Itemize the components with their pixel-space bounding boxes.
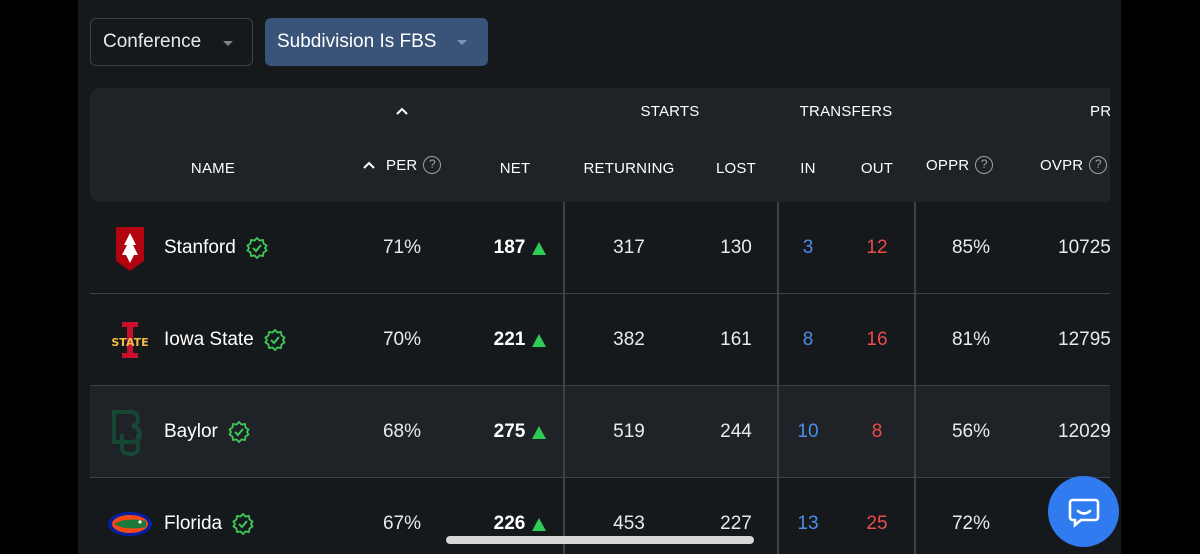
out-value: 16 [866,329,888,350]
trend-up-icon [532,517,547,531]
ovpr-value: 10725 [1058,237,1110,258]
stanford-logo [104,222,156,274]
team-name[interactable]: Stanford [164,237,236,258]
in-value: 10 [797,421,819,442]
transfers-group-header: TRANSFERS [799,103,893,120]
ovpr-value: 12795 [1058,329,1110,350]
table-row[interactable]: Baylor 68% 275 519 244 10 8 56% 12029 [90,386,1110,478]
iowa-state-logo: STATE [104,314,156,366]
returning-value: 317 [613,237,645,258]
per-value: 71% [382,237,422,258]
subdivision-filter[interactable]: Subdivision Is FBS [265,18,488,66]
chat-button[interactable] [1048,476,1119,547]
team-cell[interactable]: Baylor [104,386,354,478]
lost-value: 227 [720,513,752,534]
starts-group-header: STARTS [640,103,700,120]
out-value: 12 [866,237,888,258]
horizontal-scrollbar[interactable] [446,536,754,544]
oppr-label: OPPR [926,156,970,174]
verified-badge-icon [246,237,268,259]
in-column-header[interactable]: IN [800,160,816,177]
team-cell[interactable]: Stanford [104,202,354,294]
trend-up-icon [532,333,547,347]
help-icon[interactable]: ? [423,156,442,174]
name-column-header[interactable]: NAME [190,160,236,177]
column-divider [914,202,916,554]
iowa-state-logo-text: STATE [111,336,148,349]
returning-column-header[interactable]: RETURNING [583,160,675,177]
baylor-logo [104,406,156,458]
net-value: 221 [493,329,526,350]
team-name[interactable]: Baylor [164,421,218,442]
lost-column-header[interactable]: LOST [716,160,756,177]
oppr-value: 72% [951,513,991,534]
net-cell: 221 [475,294,565,386]
per-column-header[interactable]: PER ? [362,156,452,174]
verified-badge-icon [232,513,254,535]
ovpr-label: OVPR [1040,156,1084,174]
team-name[interactable]: Florida [164,513,223,534]
help-icon[interactable]: ? [975,156,994,174]
table-row[interactable]: Stanford 71% 187 317 130 3 12 85% 10725 [90,202,1110,294]
team-name[interactable]: Iowa State [164,329,254,350]
net-value: 226 [493,513,526,534]
net-column-header[interactable]: NET [499,160,531,177]
sort-ascending-icon [363,161,375,169]
oppr-value: 81% [951,329,991,350]
per-value: 67% [382,513,422,534]
per-label: PER [386,156,418,174]
team-cell[interactable]: STATE Iowa State [104,294,354,386]
net-value: 275 [493,421,526,442]
ovpr-column-header[interactable]: OVPR ? [1040,156,1110,174]
table-row[interactable]: STATE Iowa State 70% 221 382 161 8 16 81… [90,294,1110,386]
conference-filter-label: Conference [103,31,202,52]
returning-value: 382 [613,329,645,350]
chat-bubble-icon [1068,498,1099,528]
oppr-value: 85% [951,237,991,258]
returning-value: 519 [613,421,645,442]
chevron-up-icon[interactable] [395,106,409,116]
oppr-value: 56% [951,421,991,442]
lost-value: 244 [720,421,752,442]
lost-value: 130 [720,237,752,258]
per-value: 70% [382,329,422,350]
verified-badge-icon [264,329,286,351]
trend-up-icon [532,241,547,255]
verified-badge-icon [228,421,250,443]
ovpr-value: 12029 [1058,421,1110,442]
returning-value: 453 [613,513,645,534]
florida-logo [104,498,156,550]
table-header: STARTS TRANSFERS PR NAME PER ? NET RETUR… [90,88,1110,202]
in-value: 8 [802,329,814,350]
net-cell: 187 [475,202,565,294]
chevron-down-icon [457,40,467,45]
teams-table: STARTS TRANSFERS PR NAME PER ? NET RETUR… [90,88,1110,554]
conference-filter[interactable]: Conference [90,18,253,66]
out-value: 8 [871,421,883,442]
main-panel: Conference Subdivision Is FBS STARTS TRA… [78,0,1121,554]
chevron-down-icon [223,41,233,46]
pr-group-header: PR [1090,103,1110,120]
out-column-header[interactable]: OUT [860,160,894,177]
column-divider [777,202,779,554]
subdivision-filter-label: Subdivision Is FBS [277,31,437,52]
team-cell[interactable]: Florida [104,478,354,554]
column-divider [563,202,565,554]
trend-up-icon [532,425,547,439]
help-icon[interactable]: ? [1089,156,1108,174]
net-cell: 226 [475,478,565,554]
oppr-column-header[interactable]: OPPR ? [926,156,1016,174]
net-value: 187 [493,237,526,258]
in-value: 3 [802,237,814,258]
lost-value: 161 [720,329,752,350]
out-value: 25 [866,513,888,534]
in-value: 13 [797,513,819,534]
net-cell: 275 [475,386,565,478]
per-value: 68% [382,421,422,442]
